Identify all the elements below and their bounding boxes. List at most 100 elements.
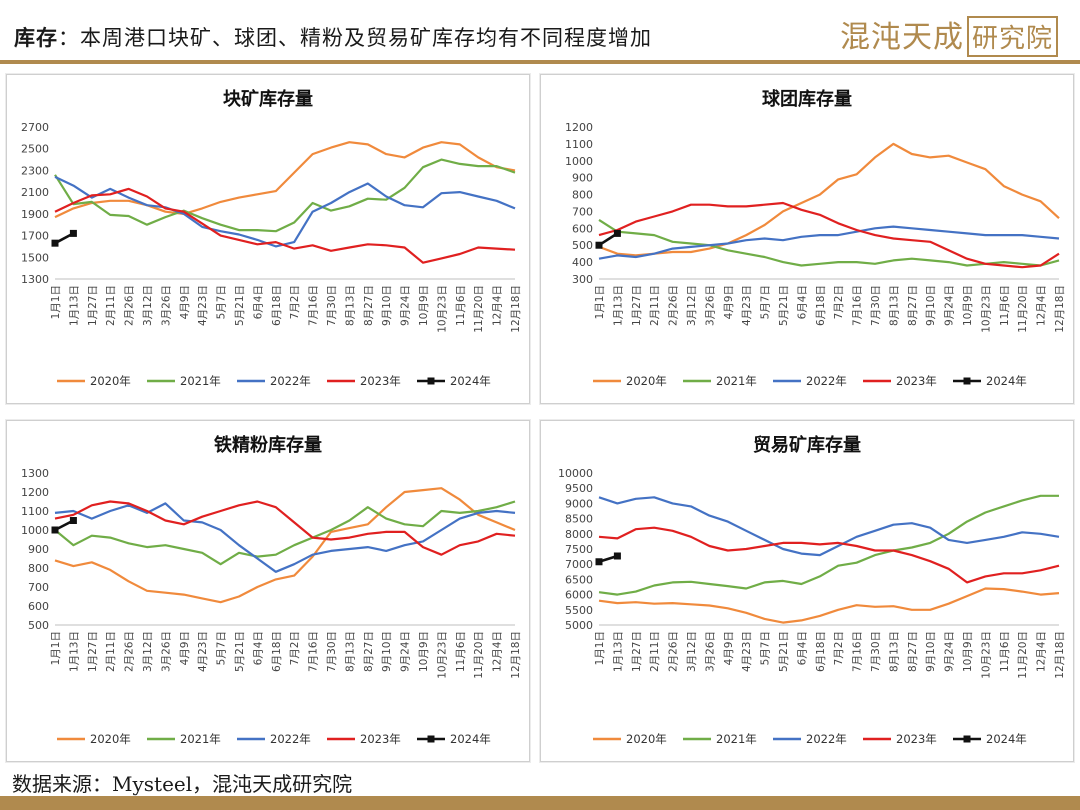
chart-title: 球团库存量	[762, 88, 852, 110]
y-tick-label: 2100	[21, 186, 49, 199]
y-tick-label: 9500	[565, 482, 593, 495]
y-tick-label: 7000	[565, 558, 593, 571]
x-tick-label: 9月10日	[925, 285, 937, 326]
y-tick-label: 2700	[21, 121, 49, 134]
series-point-2024	[69, 229, 77, 237]
x-tick-label: 1月27日	[87, 285, 99, 326]
chart-panel-trade-ore: 贸易矿库存量 5000 5500 6000 6500 7000 7500 8000 8500 90…	[540, 420, 1074, 762]
x-tick-label: 1月1日	[50, 631, 62, 665]
x-tick-label: 1月1日	[594, 631, 606, 665]
legend-item-2020年: 2020年	[593, 732, 667, 746]
svg-text:2022年: 2022年	[806, 732, 847, 746]
x-tick-label: 7月30日	[326, 631, 338, 672]
y-tick-label: 1900	[21, 208, 49, 221]
x-tick-label: 10月23日	[980, 631, 992, 679]
chart-title: 铁精粉库存量	[214, 434, 322, 456]
header-divider	[0, 60, 1080, 64]
y-tick-label: 700	[28, 581, 49, 594]
series-line-2023年	[598, 201, 1060, 269]
legend-item-2021年: 2021年	[683, 732, 757, 746]
y-tick-label: 800	[572, 189, 593, 202]
series-line-2022年	[54, 175, 516, 248]
legend-item-2023年: 2023年	[327, 732, 401, 746]
x-tick-label: 3月12日	[142, 631, 154, 672]
x-tick-label: 6月18日	[271, 631, 283, 672]
y-tick-label: 900	[28, 543, 49, 556]
series-line-2023年	[54, 500, 516, 556]
y-tick-label: 1200	[565, 121, 593, 134]
series-line-2021年	[54, 500, 516, 566]
x-tick-label: 7月16日	[308, 631, 320, 672]
series-line-2020年	[598, 142, 1060, 257]
y-tick-label: 900	[572, 172, 593, 185]
x-tick-label: 9月24日	[944, 285, 956, 326]
x-tick-label: 1月1日	[594, 285, 606, 319]
series-line-2020年	[54, 487, 516, 604]
x-tick-label: 11月6日	[999, 285, 1011, 326]
x-tick-label: 10月9日	[962, 631, 974, 672]
series-line-2022年	[54, 502, 516, 573]
y-tick-label: 8000	[565, 528, 593, 541]
y-tick-label: 600	[28, 600, 49, 613]
y-tick-label: 1100	[21, 505, 49, 518]
y-tick-label: 500	[28, 619, 49, 632]
x-tick-label: 5月7日	[760, 631, 772, 665]
x-tick-label: 1月13日	[612, 285, 624, 326]
series-line-2022年	[598, 496, 1060, 557]
chart-panel-concentrate: 铁精粉库存量 500 600 700 800 900 1000 1100 1200 1300 1月1…	[6, 420, 530, 762]
brand-logo-main: 混沌天成	[839, 20, 964, 55]
x-tick-label: 8月13日	[888, 285, 900, 326]
x-tick-label: 11月20日	[1017, 631, 1029, 679]
x-tick-label: 10月23日	[436, 631, 448, 679]
chart-title: 块矿库存量	[223, 88, 313, 110]
brand-logo: 混沌天成 研究院	[840, 12, 1058, 57]
x-tick-label: 12月18日	[510, 631, 522, 679]
svg-text:2021年: 2021年	[716, 732, 757, 746]
legend-item-2021年: 2021年	[683, 374, 757, 388]
svg-text:2023年: 2023年	[360, 732, 401, 746]
legend-item-2020年: 2020年	[57, 732, 131, 746]
x-tick-label: 12月4日	[1036, 285, 1048, 326]
y-tick-label: 700	[572, 205, 593, 218]
y-tick-label: 2500	[21, 143, 49, 156]
x-tick-label: 10月23日	[980, 285, 992, 333]
x-tick-label: 8月27日	[907, 631, 919, 672]
x-tick-label: 1月1日	[50, 285, 62, 319]
y-tick-label: 2300	[21, 164, 49, 177]
chart-panel-lump-ore: 块矿库存量 1300 1500 1700 1900 2100 2300 2500 2700 1月1…	[6, 74, 530, 404]
x-tick-label: 3月26日	[704, 631, 716, 672]
series-line-2023年	[598, 526, 1060, 584]
legend-item-2021年: 2021年	[147, 732, 221, 746]
y-tick-label: 10000	[558, 467, 593, 480]
legend-item-2020年: 2020年	[57, 374, 131, 388]
x-tick-label: 5月21日	[778, 285, 790, 326]
series-point-2024	[69, 517, 77, 524]
y-tick-label: 5000	[565, 619, 593, 632]
svg-text:2020年: 2020年	[626, 374, 667, 388]
footer-bar	[0, 796, 1080, 810]
y-tick-label: 600	[572, 222, 593, 235]
x-tick-label: 10月9日	[962, 285, 974, 326]
x-tick-label: 11月6日	[455, 285, 467, 326]
y-tick-label: 6000	[565, 589, 593, 602]
x-tick-label: 12月18日	[510, 285, 522, 333]
x-tick-label: 4月9日	[723, 285, 735, 319]
x-tick-label: 5月21日	[778, 631, 790, 672]
y-tick-label: 1100	[565, 138, 593, 151]
series-point-2024	[613, 229, 621, 237]
series-point-2024	[595, 558, 603, 566]
x-tick-label: 7月30日	[870, 631, 882, 672]
x-tick-label: 6月4日	[796, 631, 808, 665]
legend-item-2022年: 2022年	[237, 732, 311, 746]
y-tick-label: 5500	[565, 604, 593, 617]
x-tick-label: 4月9日	[179, 631, 191, 665]
x-tick-label: 12月18日	[1054, 285, 1066, 333]
x-tick-label: 3月12日	[686, 631, 698, 672]
x-tick-label: 7月16日	[308, 285, 320, 326]
x-tick-label: 4月23日	[197, 285, 209, 326]
svg-text:2023年: 2023年	[360, 374, 401, 388]
page-title-rest: ：本周港口块矿、球团、精粉及贸易矿库存均有不同程度增加	[58, 26, 652, 50]
series-line-2022年	[598, 225, 1060, 260]
y-tick-label: 1700	[21, 230, 49, 243]
x-tick-label: 8月13日	[888, 631, 900, 672]
